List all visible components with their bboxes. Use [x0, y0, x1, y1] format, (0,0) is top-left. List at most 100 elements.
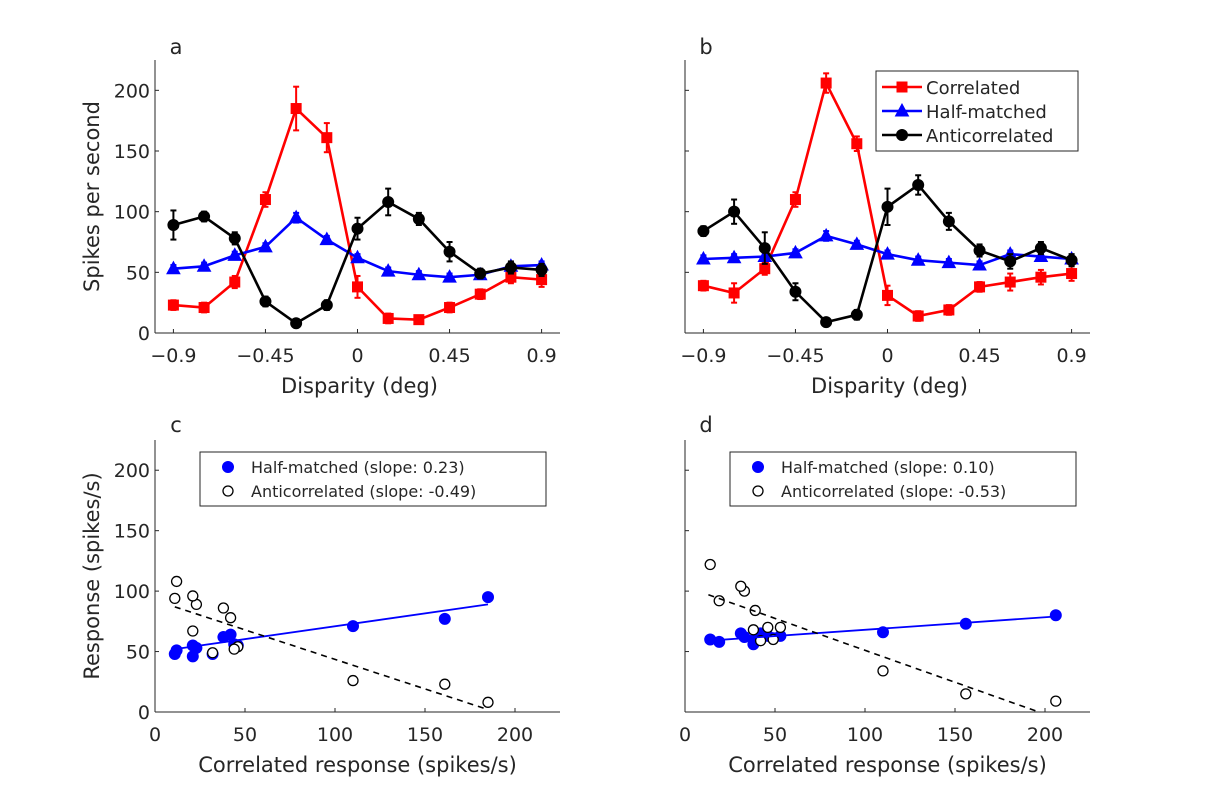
- data-point: [941, 254, 957, 269]
- x-tick-label: 200: [1027, 724, 1063, 746]
- data-point: [482, 591, 494, 604]
- data-point: [259, 295, 272, 308]
- data-point: [877, 665, 889, 677]
- y-tick-label: 100: [114, 581, 150, 603]
- data-point: [259, 194, 271, 206]
- series-correlated: [697, 72, 1078, 322]
- panel-letter: b: [699, 35, 712, 59]
- x-tick-label: 150: [407, 724, 443, 746]
- data-point: [820, 316, 833, 329]
- data-point: [820, 77, 832, 89]
- y-tick-label: 200: [114, 460, 150, 482]
- legend-marker: [894, 102, 910, 117]
- data-point: [850, 308, 863, 321]
- data-point: [413, 314, 425, 326]
- data-point: [818, 227, 834, 242]
- data-point: [880, 246, 895, 260]
- data-point: [973, 244, 986, 257]
- data-point: [319, 231, 335, 246]
- legend: Half-matched (slope: 0.10) Anticorrelated…: [729, 451, 1077, 507]
- legend: Correlated Half-matched Anticorrelated: [875, 70, 1079, 152]
- data-point: [1004, 276, 1016, 288]
- data-point: [754, 635, 767, 647]
- y-tick-label: 200: [114, 80, 150, 102]
- data-point: [321, 132, 333, 144]
- data-point: [347, 674, 359, 687]
- legend-marker: [222, 461, 234, 473]
- legend-label: Correlated: [926, 78, 1020, 99]
- data-point: [1033, 248, 1049, 263]
- data-point: [881, 200, 894, 213]
- y-tick-label: 0: [138, 702, 150, 724]
- data-point: [1050, 695, 1062, 707]
- data-point: [169, 592, 181, 605]
- data-point: [943, 304, 955, 316]
- panel-letter: c: [170, 413, 182, 437]
- data-point: [229, 276, 241, 288]
- data-point: [439, 678, 451, 690]
- plot-area: [168, 575, 494, 711]
- series-anticorrelated: [169, 575, 494, 708]
- panel-b: b −0.9 −0.45 0 0.45 0.9 Disparity (deg) Correla…: [680, 35, 1090, 398]
- data-point: [974, 281, 986, 293]
- legend-label: Anticorrelated: [926, 126, 1053, 147]
- data-point: [504, 261, 517, 274]
- legend-marker: [896, 129, 908, 141]
- data-point: [474, 288, 486, 300]
- data-point: [166, 260, 181, 275]
- legend: Half-matched (slope: 0.23) Anticorrelated…: [199, 451, 547, 507]
- y-tick-label: 150: [114, 141, 150, 163]
- data-point: [704, 558, 716, 571]
- data-point: [713, 635, 726, 648]
- x-axis-title: Correlated response (spikes/s): [728, 753, 1047, 777]
- data-point: [382, 195, 395, 208]
- x-tick-label: 150: [937, 724, 973, 746]
- legend-marker: [752, 485, 764, 497]
- legend-marker: [222, 485, 234, 497]
- data-point: [288, 209, 304, 224]
- fit-line: [708, 593, 1042, 712]
- data-point: [789, 285, 802, 298]
- data-point: [320, 299, 333, 312]
- x-axis-title: Disparity (deg): [811, 374, 968, 398]
- data-point: [789, 194, 801, 206]
- data-point: [227, 247, 243, 261]
- x-tick-label: 0: [149, 724, 161, 746]
- data-point: [726, 249, 742, 264]
- data-point: [910, 252, 926, 266]
- data-point: [535, 263, 548, 276]
- legend-box: [729, 451, 1077, 507]
- data-point: [1066, 268, 1078, 280]
- data-point: [228, 232, 241, 245]
- data-point: [167, 299, 179, 311]
- plot-area: [166, 85, 549, 330]
- data-point: [168, 647, 181, 660]
- y-tick-label: 100: [114, 202, 150, 224]
- y-tick-label: 50: [126, 262, 150, 284]
- data-point: [474, 267, 487, 280]
- data-point: [942, 215, 955, 228]
- legend-box: [875, 70, 1079, 152]
- data-point: [186, 650, 199, 663]
- data-point: [713, 595, 725, 607]
- x-tick-label: 0: [351, 345, 363, 367]
- x-tick-label: 0.9: [1056, 345, 1086, 367]
- series-half-matched: [696, 227, 1079, 271]
- plot-area: [696, 72, 1079, 329]
- data-point: [1065, 254, 1078, 267]
- data-point: [167, 219, 180, 232]
- data-point: [196, 258, 212, 272]
- data-point: [258, 238, 273, 253]
- data-point: [224, 612, 237, 624]
- data-point: [1049, 609, 1062, 622]
- data-point: [1034, 242, 1047, 255]
- x-tick-label: 100: [317, 724, 353, 746]
- legend-box: [199, 451, 547, 507]
- data-point: [412, 212, 425, 225]
- fit-line: [708, 615, 1056, 642]
- data-point: [187, 625, 199, 637]
- legend-label: Half-matched (slope: 0.23): [251, 458, 465, 477]
- data-point: [290, 103, 302, 115]
- series-anticorrelated: [697, 174, 1078, 329]
